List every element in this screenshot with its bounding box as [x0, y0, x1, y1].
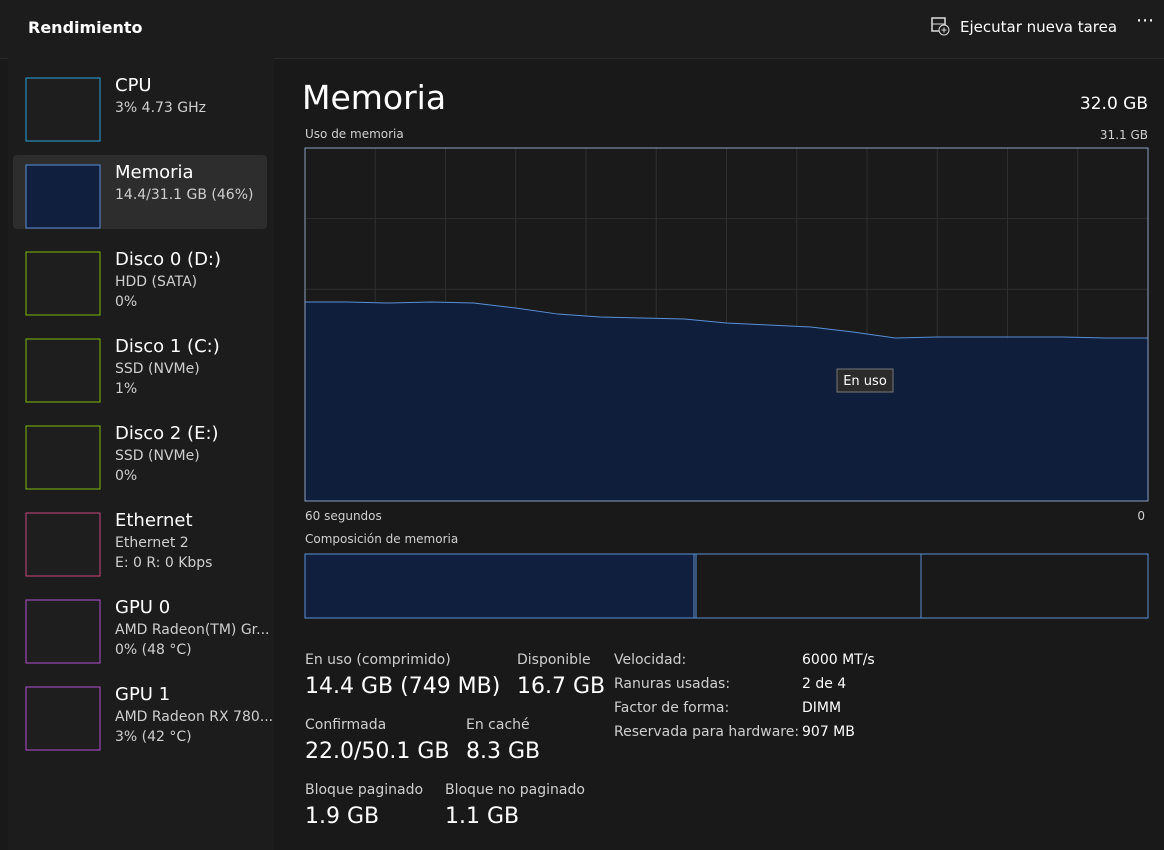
item-detail: E: 0 R: 0 Kbps: [115, 555, 213, 571]
item-detail: 0%: [115, 294, 138, 310]
stat-value: 1.1 GB: [445, 804, 520, 829]
stat-value: 8.3 GB: [466, 739, 541, 764]
item-name: GPU 1: [115, 684, 171, 705]
thumbnail-frame: [25, 164, 101, 229]
sidebar-item[interactable]: Disco 0 (D:) HDD (SATA) 0%: [13, 242, 267, 316]
item-detail: 0%: [115, 468, 138, 484]
thumbnail: [25, 512, 101, 577]
thumbnail-frame: [25, 251, 101, 316]
stat-value: 16.7 GB: [517, 674, 606, 699]
stat-value: 1.9 GB: [305, 804, 380, 829]
thumbnail: [25, 164, 101, 229]
thumbnail: [25, 251, 101, 316]
composition-frame: [304, 553, 1149, 619]
item-detail: 0% (48 °C): [115, 642, 192, 658]
item-name: Disco 2 (E:): [115, 423, 219, 444]
item-detail: 1%: [115, 381, 138, 397]
composition-bar: [304, 553, 1149, 619]
thumbnail-frame: [25, 338, 101, 403]
more-menu[interactable]: ⋯: [1136, 10, 1155, 31]
x-tick-label: 60 segundos: [305, 509, 382, 523]
composition-title: Composición de memoria: [305, 532, 459, 546]
item-name: Memoria: [115, 162, 194, 183]
item-detail: AMD Radeon RX 780...: [115, 709, 274, 725]
new-task-button[interactable]: Ejecutar nueva tarea: [960, 18, 1118, 36]
item-name: CPU: [115, 75, 152, 96]
sidebar-item[interactable]: Disco 2 (E:) SSD (NVMe) 0%: [13, 416, 267, 490]
stat-label: En caché: [466, 717, 530, 733]
item-detail: 14.4/31.1 GB (46%): [115, 187, 254, 203]
item-detail: SSD (NVMe): [115, 361, 200, 377]
stat-label: Bloque no paginado: [445, 782, 585, 798]
item-detail: AMD Radeon(TM) Gr...: [115, 622, 270, 638]
item-detail: Ethernet 2: [115, 535, 189, 551]
thumbnail: [25, 77, 101, 142]
tooltip: En uso: [843, 374, 887, 389]
thumbnail: [25, 338, 101, 403]
thumbnail-frame: [25, 425, 101, 490]
item-name: GPU 0: [115, 597, 171, 618]
thumbnail: [25, 599, 101, 664]
memory-line: [305, 301, 1148, 339]
item-name: Ethernet: [115, 510, 193, 531]
property-label: Reservada para hardware:: [614, 724, 800, 740]
property-value: DIMM: [802, 700, 842, 716]
page-title: Rendimiento: [28, 18, 143, 37]
sidebar-item[interactable]: GPU 1 AMD Radeon RX 780... 3% (42 °C): [13, 677, 273, 751]
item-detail: 3% 4.73 GHz: [115, 100, 207, 116]
thumbnail-frame: [25, 599, 101, 664]
property-label: Factor de forma:: [614, 700, 730, 716]
item-name: Disco 0 (D:): [115, 249, 222, 270]
sidebar-item[interactable]: Disco 1 (C:) SSD (NVMe) 1%: [13, 329, 267, 403]
item-name: Disco 1 (C:): [115, 336, 220, 357]
sidebar-item[interactable]: Memoria 14.4/31.1 GB (46%): [13, 155, 267, 229]
thumbnail-frame: [25, 77, 101, 142]
property-value: 6000 MT/s: [802, 652, 875, 668]
title-bar: Rendimiento Ejecutar nueva tarea ⋯: [0, 0, 1164, 59]
memory-graph: 31.1 GB 60 segundos 0 En uso: [304, 128, 1149, 523]
new-task-icon: [931, 17, 950, 36]
tooltip-box: [836, 368, 894, 393]
item-detail: 3% (42 °C): [115, 729, 192, 745]
stat-label: Disponible: [517, 652, 591, 668]
sidebar: CPU 3% 4.73 GHz Memoria 14.4/31.1 GB (46%) D…: [8, 58, 274, 850]
item-detail: SSD (NVMe): [115, 448, 200, 464]
property-value: 2 de 4: [802, 676, 847, 692]
x-tick-label: 0: [1137, 509, 1145, 523]
composition-in-use: [305, 554, 695, 618]
thumbnail-frame: [25, 512, 101, 577]
thumbnail: [25, 425, 101, 490]
detail-title: Memoria: [302, 78, 447, 117]
stat-value: 14.4 GB (749 MB): [305, 674, 501, 699]
property-label: Ranuras usadas:: [614, 676, 731, 692]
stat-label: En uso (comprimido): [305, 652, 451, 668]
total-memory: 32.0 GB: [1079, 94, 1148, 114]
stat-label: Confirmada: [305, 717, 387, 733]
graph-title: Uso de memoria: [305, 127, 404, 141]
stat-label: Bloque paginado: [305, 782, 424, 798]
property-value: 907 MB: [802, 724, 855, 740]
item-detail: HDD (SATA): [115, 274, 198, 290]
y-tick-label: 31.1 GB: [1100, 128, 1148, 142]
memory-area: [305, 302, 1148, 501]
graph-frame: [304, 147, 1149, 502]
property-label: Velocidad:: [614, 652, 687, 668]
thumbnail-frame: [25, 686, 101, 751]
sidebar-item[interactable]: Ethernet Ethernet 2 E: 0 R: 0 Kbps: [13, 503, 267, 577]
sidebar-item[interactable]: CPU 3% 4.73 GHz: [13, 68, 267, 142]
stat-value: 22.0/50.1 GB: [305, 739, 450, 764]
thumbnail: [25, 686, 101, 751]
sidebar-item[interactable]: GPU 0 AMD Radeon(TM) Gr... 0% (48 °C): [13, 590, 270, 664]
